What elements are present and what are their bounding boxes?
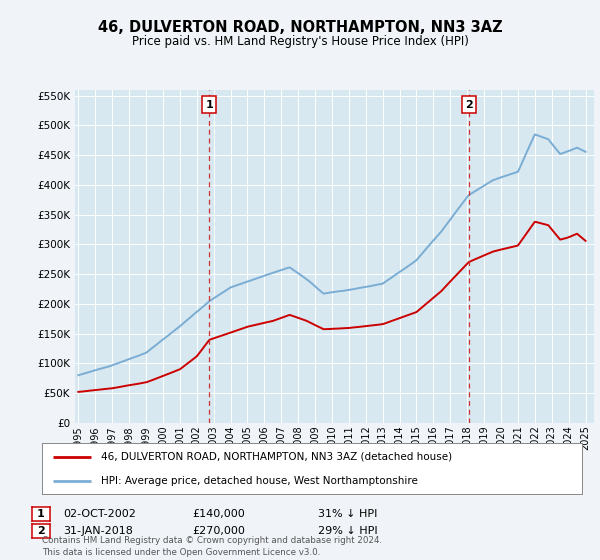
Text: Contains HM Land Registry data © Crown copyright and database right 2024.
This d: Contains HM Land Registry data © Crown c… — [42, 536, 382, 557]
Text: 46, DULVERTON ROAD, NORTHAMPTON, NN3 3AZ: 46, DULVERTON ROAD, NORTHAMPTON, NN3 3AZ — [98, 20, 502, 35]
Text: Price paid vs. HM Land Registry's House Price Index (HPI): Price paid vs. HM Land Registry's House … — [131, 35, 469, 48]
Text: £270,000: £270,000 — [192, 526, 245, 536]
Text: HPI: Average price, detached house, West Northamptonshire: HPI: Average price, detached house, West… — [101, 475, 418, 486]
Text: 2: 2 — [37, 526, 44, 536]
Text: 1: 1 — [37, 509, 44, 519]
Text: 31-JAN-2018: 31-JAN-2018 — [63, 526, 133, 536]
Text: 29% ↓ HPI: 29% ↓ HPI — [318, 526, 377, 536]
Text: 02-OCT-2002: 02-OCT-2002 — [63, 509, 136, 519]
Text: £140,000: £140,000 — [192, 509, 245, 519]
Text: 46, DULVERTON ROAD, NORTHAMPTON, NN3 3AZ (detached house): 46, DULVERTON ROAD, NORTHAMPTON, NN3 3AZ… — [101, 452, 452, 462]
Text: 1: 1 — [206, 100, 213, 110]
Text: 2: 2 — [464, 100, 472, 110]
Text: 31% ↓ HPI: 31% ↓ HPI — [318, 509, 377, 519]
